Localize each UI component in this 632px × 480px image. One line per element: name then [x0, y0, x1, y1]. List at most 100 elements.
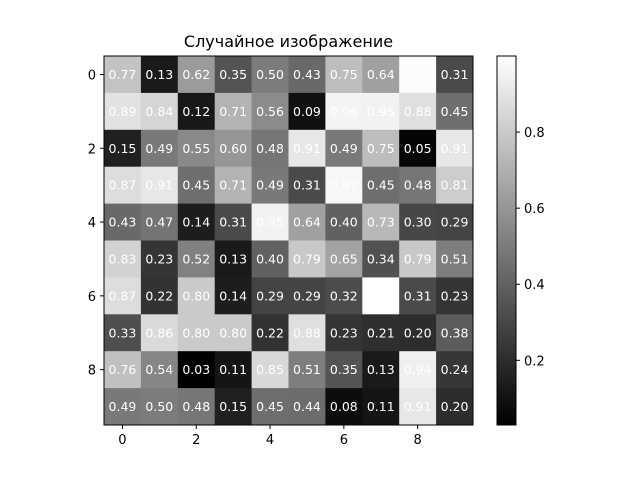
- heatmap-cell: [140, 240, 179, 278]
- heatmap-cell: [140, 277, 179, 315]
- cell-label: 0.43: [109, 215, 137, 230]
- cell-label: 0.76: [109, 362, 137, 377]
- cell-label: 0.54: [145, 362, 173, 377]
- cell-label: 0.49: [145, 141, 173, 156]
- x-tick-label: 8: [414, 433, 422, 448]
- heatmap-cell: [177, 56, 216, 94]
- heatmap-cell: [436, 388, 474, 426]
- heatmap-cell: [251, 92, 289, 131]
- heatmap-cell: [362, 129, 400, 168]
- cell-label: 1.00: [367, 288, 395, 303]
- cell-label: 0.21: [367, 325, 395, 340]
- heatmap-cell: [325, 129, 363, 168]
- heatmap-cell: [436, 166, 474, 204]
- heatmap-cell: [104, 92, 142, 131]
- cell-label: 0.89: [109, 104, 137, 119]
- heatmap-cell: [288, 92, 326, 131]
- cell-label: 0.50: [145, 399, 173, 414]
- heatmap-cell: [436, 203, 474, 241]
- cell-label: 0.32: [330, 288, 358, 303]
- cell-label: 0.97: [330, 178, 358, 193]
- y-tick-label: 4: [88, 216, 96, 231]
- heatmap-cell: [399, 314, 437, 352]
- heatmap-cell: [177, 203, 216, 241]
- cell-label: 0.99: [404, 67, 432, 82]
- cell-label: 0.64: [293, 215, 321, 230]
- heatmap-cell: [251, 388, 289, 426]
- heatmap-cell: [140, 351, 179, 389]
- heatmap-cell: [288, 351, 326, 389]
- cell-label: 0.91: [145, 178, 173, 193]
- cell-label: 0.60: [219, 141, 247, 156]
- colorbar-tick-label: 0.8: [524, 126, 545, 141]
- cell-label: 0.51: [441, 251, 469, 266]
- cell-label: 0.11: [367, 399, 395, 414]
- cell-label: 0.48: [404, 178, 432, 193]
- heatmap-cell: [325, 277, 363, 315]
- cell-label: 0.86: [145, 325, 173, 340]
- cell-label: 0.45: [256, 399, 284, 414]
- heatmap-cell: [325, 92, 363, 131]
- cell-label: 0.80: [219, 325, 247, 340]
- heatmap-cell: [362, 203, 400, 241]
- heatmap-cell: [104, 277, 142, 315]
- heatmap-cell: [214, 277, 252, 315]
- cell-label: 0.30: [404, 215, 432, 230]
- cell-label: 0.91: [441, 141, 469, 156]
- heatmap-cell: [399, 240, 437, 278]
- heatmap-cell: [399, 203, 437, 241]
- cell-label: 0.14: [182, 215, 210, 230]
- cell-label: 0.13: [367, 362, 395, 377]
- heatmap-cell: [140, 129, 179, 168]
- heatmap-cell: [325, 351, 363, 389]
- x-axis: 0 2 4 6 8: [118, 425, 422, 448]
- cell-label: 0.95: [367, 104, 395, 119]
- heatmap-cell: [214, 203, 252, 241]
- heatmap-cell: [288, 240, 326, 278]
- heatmap-cell: [251, 203, 289, 241]
- heatmap-cell: [140, 166, 179, 204]
- heatmap-cell: [177, 351, 216, 389]
- cell-label: 0.84: [145, 104, 173, 119]
- cell-label: 0.79: [293, 251, 321, 266]
- cell-label: 0.11: [219, 362, 247, 377]
- heatmap-cell: [399, 92, 437, 131]
- heatmap-cell: [362, 314, 400, 352]
- heatmap-cell: [214, 314, 252, 352]
- cell-label: 0.13: [145, 67, 173, 82]
- heatmap-cell: [362, 92, 400, 131]
- heatmap-cell: [251, 56, 289, 94]
- heatmap-cell: [325, 166, 363, 204]
- cell-label: 0.13: [219, 251, 247, 266]
- cell-label: 0.51: [293, 362, 321, 377]
- cell-label: 0.43: [293, 67, 321, 82]
- heatmap-cell: [214, 166, 252, 204]
- cell-label: 0.31: [219, 215, 247, 230]
- cell-label: 0.48: [256, 141, 284, 156]
- cell-label: 0.52: [182, 251, 210, 266]
- cell-label: 0.31: [404, 288, 432, 303]
- heatmap-cell: [251, 129, 289, 168]
- cell-label: 0.73: [367, 215, 395, 230]
- heatmap-cell: [325, 314, 363, 352]
- cell-label: 0.95: [256, 215, 284, 230]
- heatmap-cell: [288, 56, 326, 94]
- heatmap-cell: [436, 277, 474, 315]
- heatmap-cell: [436, 314, 474, 352]
- cell-label: 0.08: [330, 399, 358, 414]
- heatmap-cell: [436, 129, 474, 168]
- heatmap-cells: [104, 56, 474, 426]
- heatmap-cell: [104, 388, 142, 426]
- cell-label: 0.23: [441, 288, 469, 303]
- colorbar-tick-label: 0.6: [524, 202, 545, 217]
- cell-label: 0.71: [219, 178, 247, 193]
- heatmap-cell: [104, 166, 142, 204]
- plot-frame: [103, 55, 474, 426]
- cell-label: 0.88: [293, 325, 321, 340]
- cell-label: 0.45: [182, 178, 210, 193]
- heatmap-cell: [399, 129, 437, 168]
- heatmap-cell: [362, 56, 400, 94]
- y-axis: 0 2 4 6 8: [88, 68, 104, 379]
